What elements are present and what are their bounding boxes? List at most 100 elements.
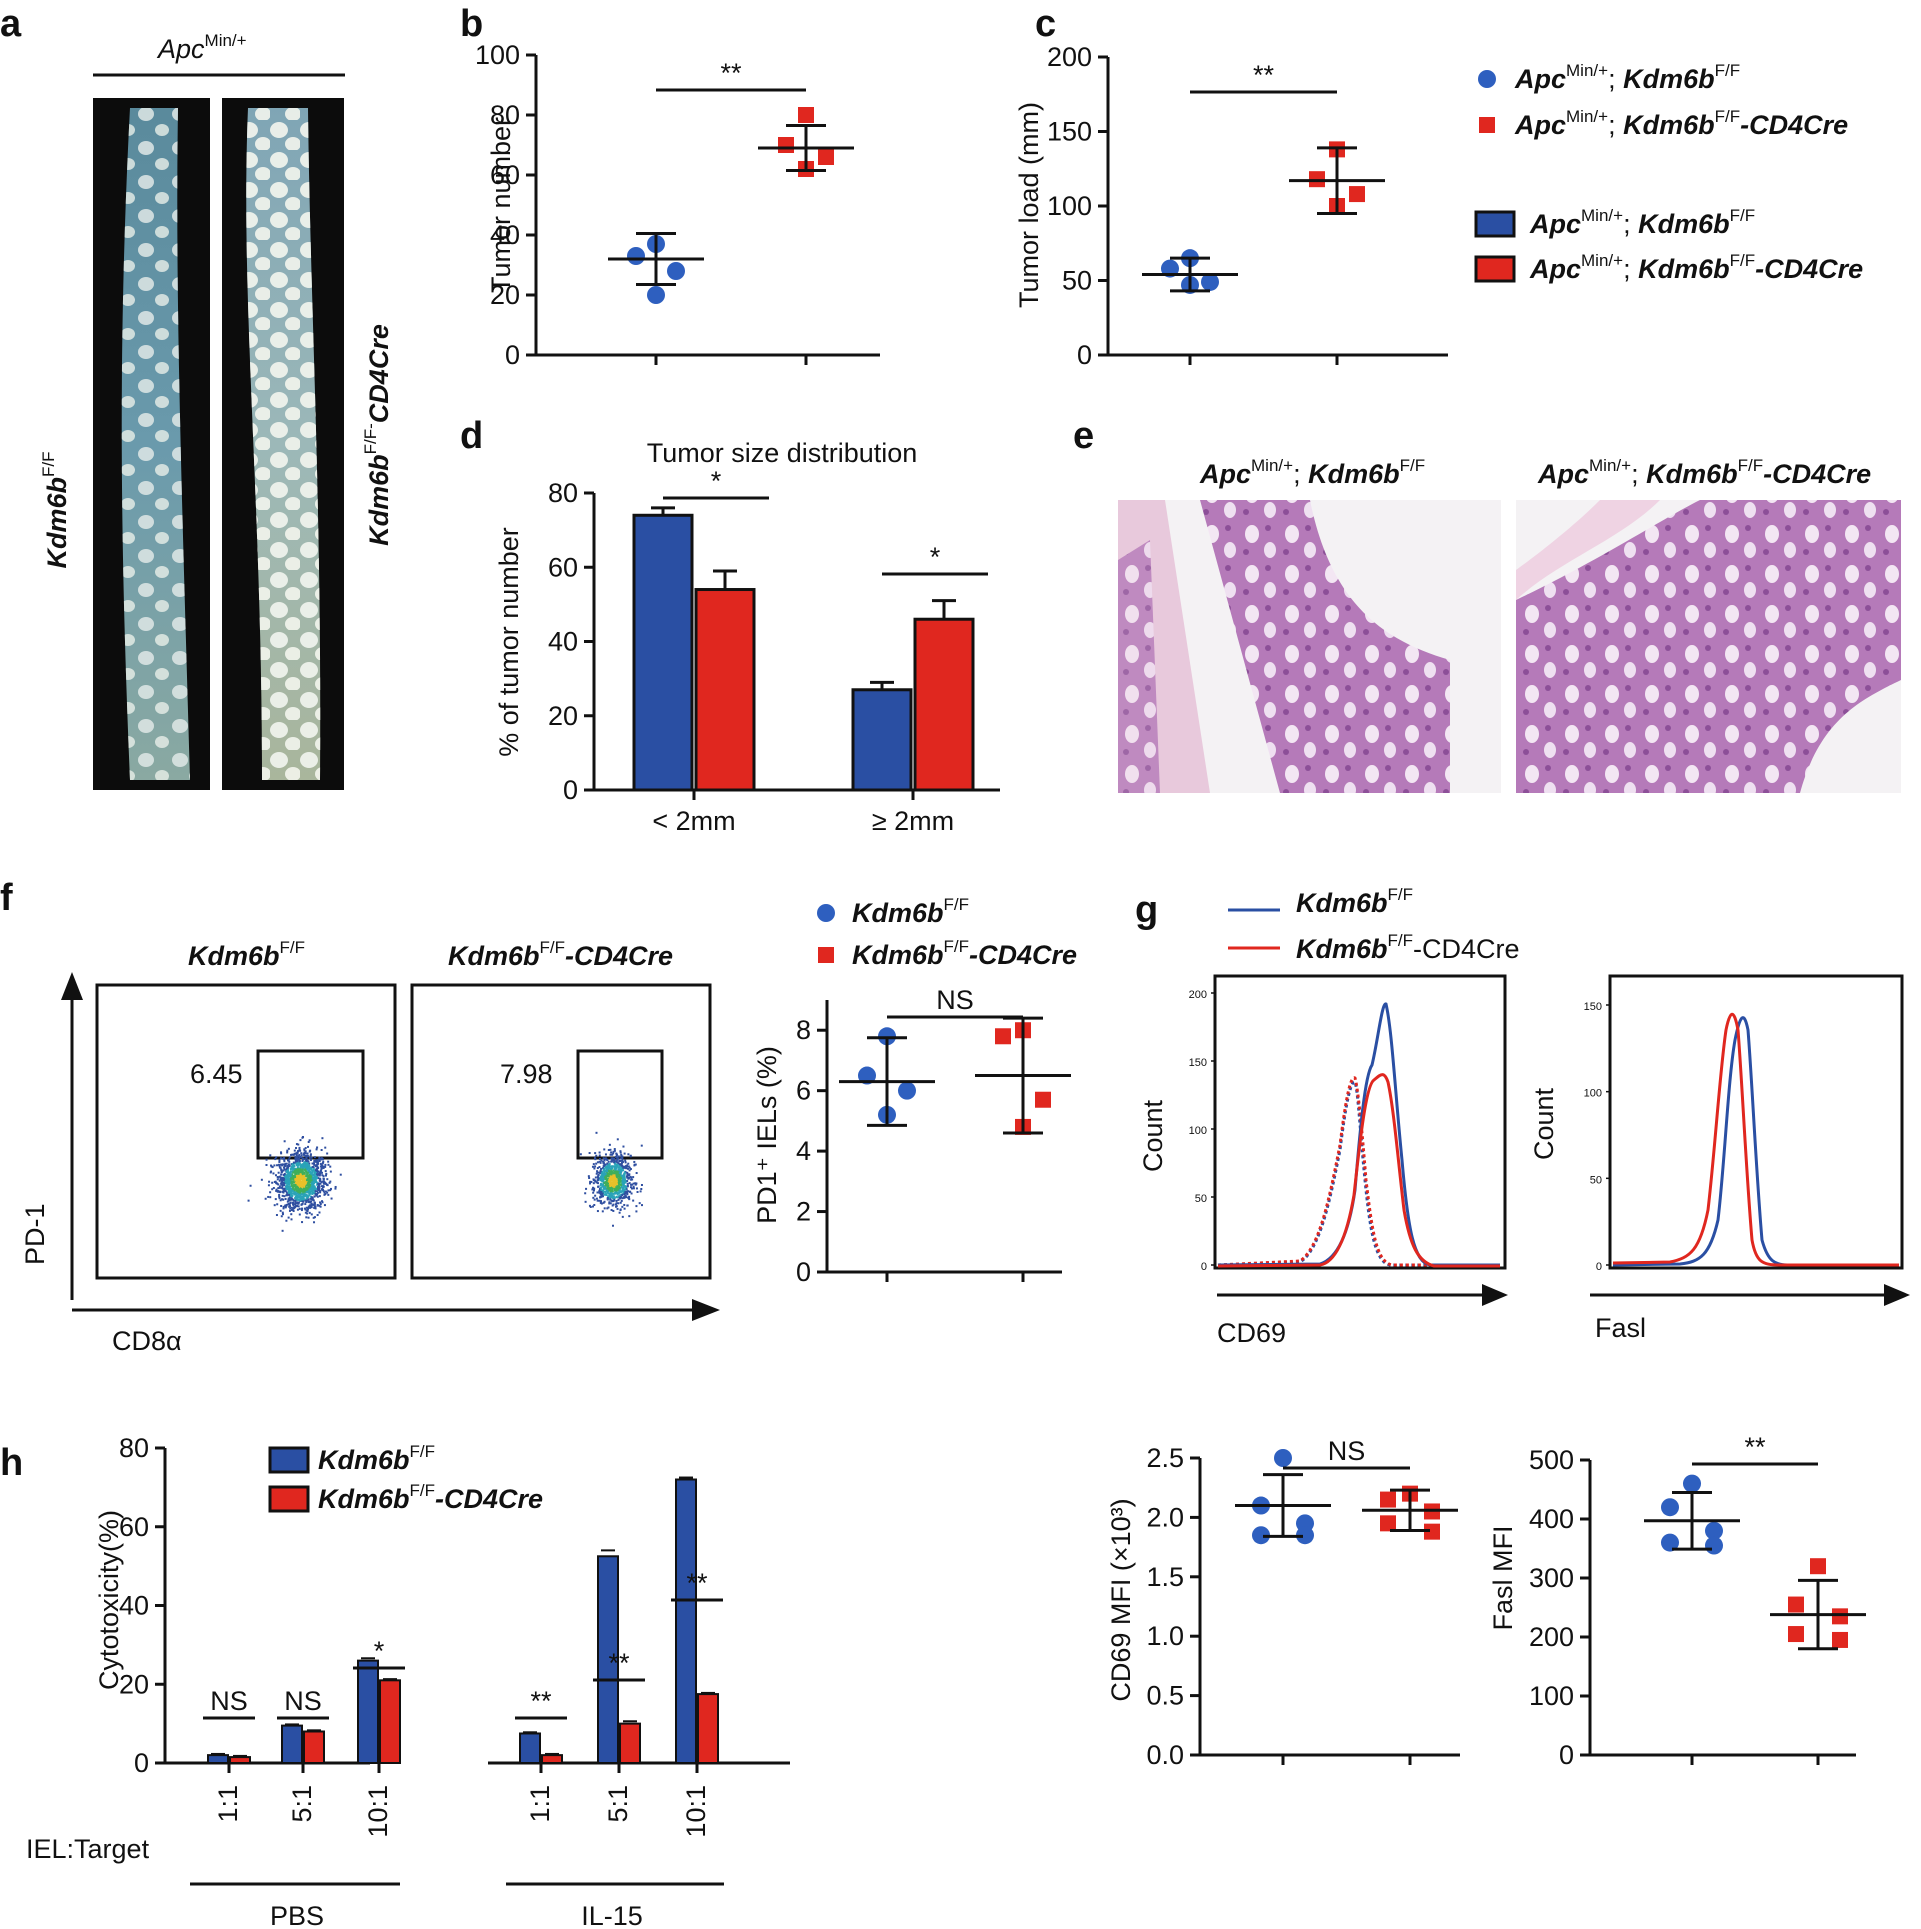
flow-event <box>615 1182 618 1185</box>
svg-text:Kdm6bF/F-CD4Cre: Kdm6bF/F-CD4Cre <box>852 937 1077 970</box>
flow-event <box>613 1161 616 1164</box>
flow-event <box>616 1163 619 1166</box>
flow-event <box>621 1157 624 1160</box>
flow-event <box>627 1165 630 1168</box>
y-tick-label: 400 <box>1529 1504 1574 1534</box>
flow-event <box>306 1171 309 1174</box>
flow-event <box>601 1195 604 1198</box>
flow-event <box>309 1149 312 1152</box>
flow-event <box>611 1195 614 1198</box>
flow-event <box>312 1216 315 1219</box>
flow-event <box>311 1165 314 1168</box>
significance-label: NS <box>210 1686 248 1716</box>
flow-event <box>626 1204 629 1207</box>
flow-event <box>618 1211 621 1214</box>
flow-event <box>640 1144 643 1147</box>
flow-event <box>292 1161 295 1164</box>
flow-event <box>279 1209 282 1212</box>
flow-event <box>609 1148 612 1151</box>
flow-event <box>592 1196 595 1199</box>
flow-event <box>318 1177 321 1180</box>
flow-event <box>294 1179 297 1182</box>
flow-event <box>283 1160 286 1163</box>
flow-event <box>326 1178 329 1181</box>
flow-event <box>605 1168 608 1171</box>
flow-event <box>615 1179 618 1182</box>
flow-y-label: PD-1 <box>20 1203 50 1265</box>
flow-event <box>315 1169 318 1172</box>
y-tick-label: 0.5 <box>1146 1681 1184 1711</box>
flow-event <box>621 1205 624 1208</box>
flow-event <box>640 1184 643 1187</box>
flow-event <box>295 1202 298 1205</box>
flow-event <box>317 1189 320 1192</box>
flow-event <box>611 1166 614 1169</box>
flow-event <box>636 1190 639 1193</box>
flow-event <box>294 1169 297 1172</box>
flow-event <box>606 1171 609 1174</box>
y-tick-label: 100 <box>1529 1681 1574 1711</box>
flow-event <box>308 1200 311 1203</box>
flow-event <box>272 1172 275 1175</box>
flow-event <box>306 1196 309 1199</box>
flow-event <box>607 1167 610 1170</box>
flow-event <box>308 1189 311 1192</box>
flow-event <box>308 1188 311 1191</box>
flow-event <box>303 1185 306 1188</box>
flow-event <box>616 1176 619 1179</box>
flow-event <box>635 1172 638 1175</box>
y-tick-label: 0 <box>134 1748 149 1778</box>
flow-event <box>599 1177 602 1180</box>
flow-event <box>280 1182 283 1185</box>
flow-event <box>280 1173 283 1176</box>
flow-event <box>611 1204 614 1207</box>
flow-event <box>300 1209 303 1212</box>
flow-event <box>592 1163 595 1166</box>
flow-event <box>599 1184 602 1187</box>
flow-event <box>297 1164 300 1167</box>
flow-event <box>268 1180 271 1183</box>
flow-event <box>630 1187 633 1190</box>
flow-event <box>605 1175 608 1178</box>
flow-event <box>604 1185 607 1188</box>
panel-a-right-gene: Kdm6b <box>364 454 394 546</box>
flow-event <box>317 1182 320 1185</box>
data-point <box>627 247 645 265</box>
flow-event <box>279 1199 282 1202</box>
data-point <box>1296 1526 1314 1545</box>
flow-event <box>275 1188 278 1191</box>
flow-event <box>622 1191 625 1194</box>
flow-event <box>295 1164 298 1167</box>
flow-event <box>623 1203 626 1206</box>
flow-event <box>631 1178 634 1181</box>
flow-event <box>620 1166 623 1169</box>
flow-event <box>604 1178 607 1181</box>
panel-a-header-sup: Min/+ <box>205 31 247 50</box>
flow-event <box>313 1179 316 1182</box>
flow-event <box>602 1157 605 1160</box>
svg-text:Kdm6bF/F-CD4Cre: Kdm6bF/F-CD4Cre <box>318 1481 543 1514</box>
flow-event <box>596 1167 599 1170</box>
flow-event <box>298 1184 301 1187</box>
flow-event <box>312 1168 315 1171</box>
flow-event <box>622 1166 625 1169</box>
flow-event <box>283 1158 286 1161</box>
flow-event <box>326 1183 329 1186</box>
flow-event <box>270 1170 273 1173</box>
flow-event <box>606 1159 609 1162</box>
flow-event <box>297 1184 300 1187</box>
flow-event <box>592 1179 595 1182</box>
flow-event <box>607 1160 610 1163</box>
data-point <box>647 286 665 304</box>
flow-event <box>619 1169 622 1172</box>
flow-event <box>298 1160 301 1163</box>
flow-event <box>623 1171 626 1174</box>
flow-dots-left <box>247 1135 342 1232</box>
flow-event <box>310 1196 313 1199</box>
flow-event <box>318 1174 321 1177</box>
flow-event <box>307 1206 310 1209</box>
flow-event <box>288 1197 291 1200</box>
legend-h-bar-wt <box>268 1446 310 1474</box>
flow-event <box>287 1187 290 1190</box>
